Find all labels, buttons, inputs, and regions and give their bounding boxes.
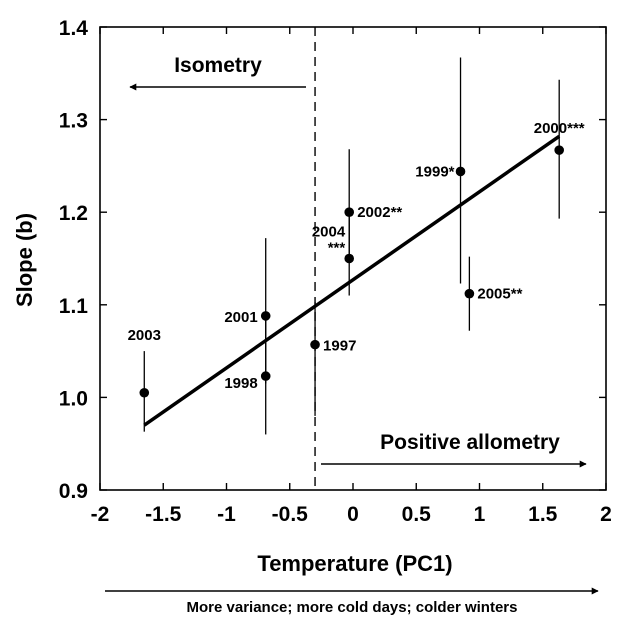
x-axis-title: Temperature (PC1)	[257, 551, 452, 576]
y-tick-label: 1.3	[59, 110, 88, 133]
x-tick-label: -1.5	[145, 503, 182, 526]
data-point	[260, 311, 271, 321]
point-label: 2000***	[534, 120, 585, 137]
x-tick-label: 1	[474, 503, 486, 526]
x-tick-label: -0.5	[272, 503, 309, 526]
point-label: 2004 ***	[312, 224, 346, 257]
point-label: 1999*	[415, 163, 454, 180]
data-point	[344, 253, 355, 264]
chart-layer: -2 -1.5 -1 -0.5 0 0.5 1 1.5 2 0.9 1.0 1.1 1.2 1.3 1.4 2…	[59, 17, 612, 595]
y-tick-label: 1.1	[59, 295, 89, 318]
point-label: 2005**	[477, 286, 522, 303]
y-axis-title: Slope (b)	[12, 213, 37, 307]
point-label: 1998	[224, 375, 257, 392]
y-tick-label: 1.4	[59, 17, 89, 40]
point-label: 2001	[224, 309, 257, 326]
data-point	[139, 387, 150, 398]
y-tick-label: 1.2	[59, 202, 88, 225]
data-point	[455, 166, 466, 177]
data-point	[464, 288, 475, 299]
data-point	[310, 339, 320, 350]
point-label: 2002**	[357, 204, 402, 221]
x-tick-label: -1	[217, 503, 236, 526]
footer-annotation: More variance; more cold days; colder wi…	[187, 599, 518, 616]
y-tick-label: 0.9	[59, 480, 88, 503]
isometry-annotation: Isometry	[174, 54, 262, 77]
x-tick-label: 0.5	[402, 503, 432, 526]
point-label: 1997	[323, 338, 356, 355]
regression-line	[143, 134, 561, 427]
point-label: 2003	[128, 327, 161, 344]
positive-allometry-annotation: Positive allometry	[380, 431, 560, 454]
data-point	[344, 207, 355, 217]
data-point	[260, 371, 271, 381]
y-tick-label: 1.0	[59, 387, 88, 410]
x-tick-label: 2	[600, 503, 612, 526]
x-tick-label: 0	[347, 503, 359, 526]
x-tick-label: 1.5	[528, 503, 558, 526]
data-point	[554, 145, 564, 155]
x-tick-label: -2	[91, 503, 110, 526]
